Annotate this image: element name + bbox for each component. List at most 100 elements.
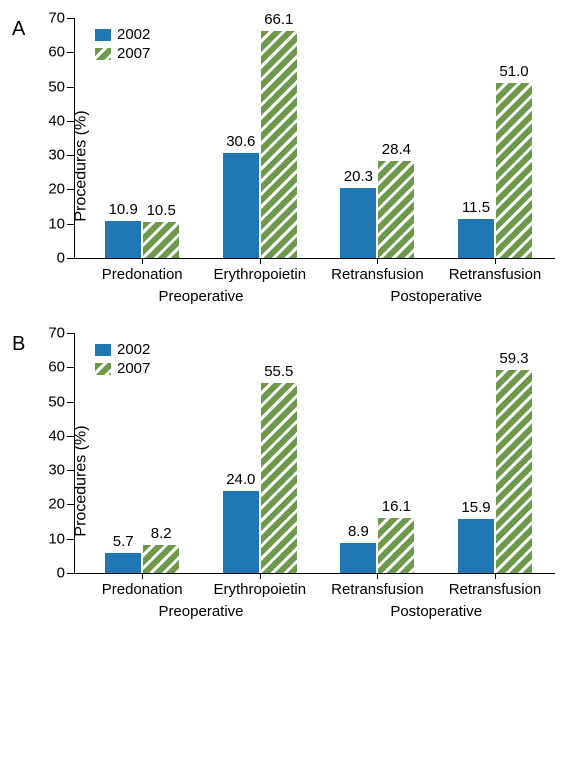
y-tick-label: 50	[48, 78, 65, 95]
legend-item: 2002	[95, 26, 150, 43]
y-tick-label: 20	[48, 181, 65, 198]
bar-group: 11.551.0	[458, 83, 532, 258]
bar: 28.4	[378, 161, 414, 258]
bar: 10.5	[143, 222, 179, 258]
x-tick	[495, 258, 496, 264]
bar-group: 20.328.4	[340, 161, 414, 258]
x-category-label: Retransfusion	[331, 266, 424, 283]
legend-label: 2002	[117, 341, 150, 358]
y-tick	[67, 367, 75, 368]
x-category-label: Retransfusion	[331, 581, 424, 598]
bar: 10.9	[105, 221, 141, 258]
x-group-label: Preoperative	[158, 603, 243, 620]
bar-value-label: 59.3	[499, 350, 528, 367]
legend-swatch	[95, 363, 111, 375]
bar-group: 10.910.5	[105, 221, 179, 258]
legend-item: 2007	[95, 360, 150, 377]
bar-group: 24.055.5	[223, 383, 297, 573]
x-category-label: Erythropoietin	[214, 581, 307, 598]
y-tick	[67, 224, 75, 225]
bar: 24.0	[223, 491, 259, 573]
x-tick	[377, 258, 378, 264]
bar-value-label: 8.9	[348, 523, 369, 540]
y-tick	[67, 573, 75, 574]
bar-group: 15.959.3	[458, 370, 532, 573]
chart-panel: B Procedures (%)010203040506070Predonatio…	[12, 333, 574, 628]
y-tick-label: 40	[48, 112, 65, 129]
y-tick-label: 30	[48, 462, 65, 479]
legend-label: 2007	[117, 360, 150, 377]
y-tick-label: 60	[48, 359, 65, 376]
y-tick-label: 10	[48, 215, 65, 232]
y-tick	[67, 333, 75, 334]
bar: 15.9	[458, 519, 494, 574]
chart-wrap: Procedures (%)010203040506070Predonation…	[74, 333, 574, 628]
y-tick-label: 30	[48, 147, 65, 164]
bar-value-label: 5.7	[113, 533, 134, 550]
y-tick	[67, 87, 75, 88]
legend-swatch	[95, 48, 111, 60]
bar: 8.2	[143, 545, 179, 573]
bar: 11.5	[458, 219, 494, 258]
bar: 20.3	[340, 188, 376, 258]
y-tick	[67, 155, 75, 156]
x-category-label: Retransfusion	[449, 266, 542, 283]
y-tick-label: 50	[48, 393, 65, 410]
y-tick-label: 0	[57, 250, 65, 267]
x-group-label: Postoperative	[390, 288, 482, 305]
legend-swatch	[95, 344, 111, 356]
x-category-label: Retransfusion	[449, 581, 542, 598]
chart-wrap: Procedures (%)010203040506070Predonation…	[74, 18, 574, 313]
bar: 66.1	[261, 31, 297, 258]
bar: 51.0	[496, 83, 532, 258]
y-tick	[67, 121, 75, 122]
y-tick	[67, 470, 75, 471]
y-tick	[67, 18, 75, 19]
bar-value-label: 24.0	[226, 471, 255, 488]
x-tick	[495, 573, 496, 579]
bar-value-label: 8.2	[151, 525, 172, 542]
bar-group: 8.916.1	[340, 518, 414, 573]
y-tick	[67, 52, 75, 53]
x-tick	[260, 258, 261, 264]
bar-value-label: 28.4	[382, 141, 411, 158]
bar: 16.1	[378, 518, 414, 573]
bar-value-label: 66.1	[264, 11, 293, 28]
bar-value-label: 55.5	[264, 363, 293, 380]
x-group-label: Preoperative	[158, 288, 243, 305]
bar-value-label: 30.6	[226, 133, 255, 150]
y-tick	[67, 539, 75, 540]
bar: 30.6	[223, 153, 259, 258]
bar-value-label: 15.9	[461, 499, 490, 516]
bar: 8.9	[340, 543, 376, 574]
bar-value-label: 20.3	[344, 168, 373, 185]
x-tick	[260, 573, 261, 579]
x-tick	[142, 573, 143, 579]
bar-value-label: 16.1	[382, 498, 411, 515]
y-tick-label: 70	[48, 325, 65, 342]
y-tick	[67, 258, 75, 259]
legend-label: 2007	[117, 45, 150, 62]
bar-value-label: 10.5	[147, 202, 176, 219]
y-tick-label: 20	[48, 496, 65, 513]
legend: 2002 2007	[95, 341, 150, 377]
y-tick-label: 0	[57, 565, 65, 582]
bar-value-label: 51.0	[499, 63, 528, 80]
bar-group: 30.666.1	[223, 31, 297, 258]
y-tick	[67, 504, 75, 505]
y-tick-label: 10	[48, 530, 65, 547]
x-tick	[377, 573, 378, 579]
y-tick-label: 60	[48, 44, 65, 61]
legend-item: 2002	[95, 341, 150, 358]
y-tick-label: 40	[48, 427, 65, 444]
legend-swatch	[95, 29, 111, 41]
panel-letter: B	[12, 333, 25, 356]
y-tick	[67, 402, 75, 403]
x-group-label: Postoperative	[390, 603, 482, 620]
x-category-label: Erythropoietin	[214, 266, 307, 283]
bar: 5.7	[105, 553, 141, 573]
y-tick	[67, 436, 75, 437]
y-tick-label: 70	[48, 10, 65, 27]
panel-letter: A	[12, 18, 25, 41]
x-tick	[142, 258, 143, 264]
